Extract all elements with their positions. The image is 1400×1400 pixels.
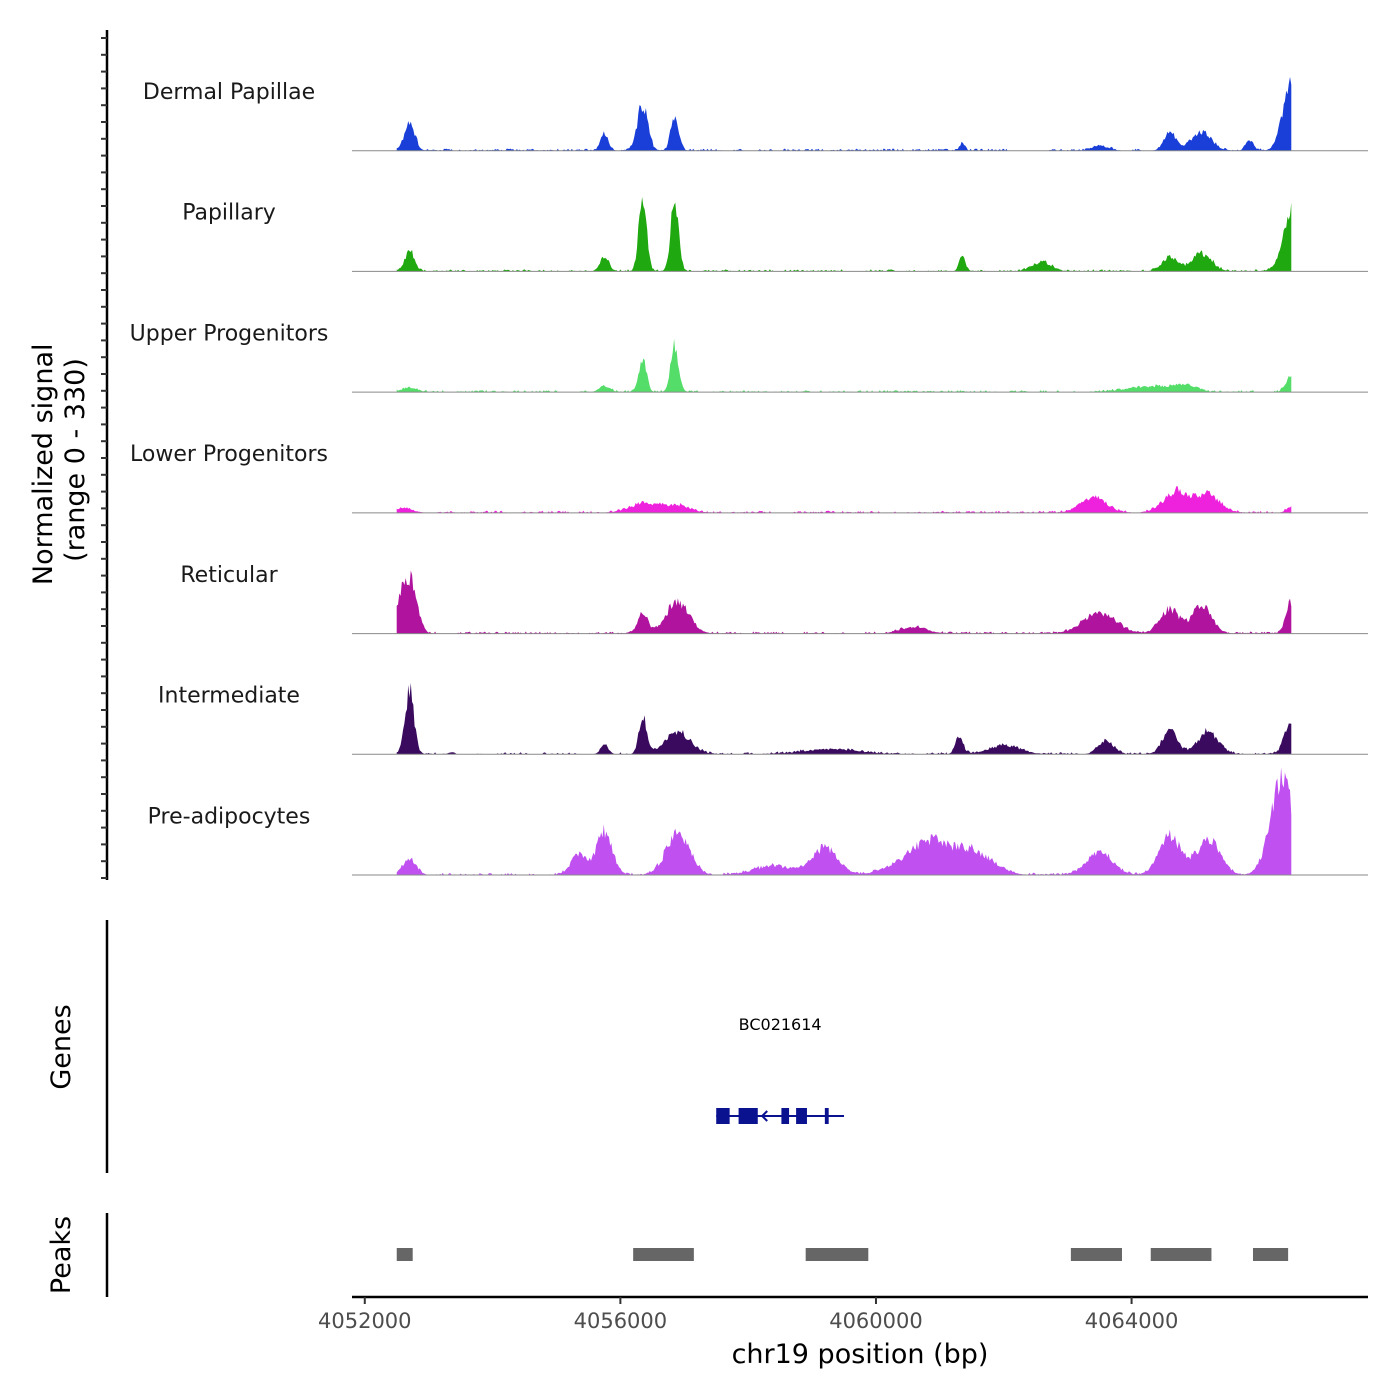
track-label: Intermediate	[158, 684, 300, 709]
coverage-area	[396, 682, 1292, 755]
coverage-area	[396, 570, 1292, 634]
track-label: Reticular	[180, 563, 278, 588]
peaks-panel	[396, 1248, 1289, 1261]
x-tick-label: 4056000	[574, 1309, 668, 1333]
track-label: Lower Progenitors	[130, 442, 328, 467]
gene-exon	[796, 1108, 807, 1124]
peak-region	[1252, 1248, 1289, 1261]
coverage-area	[396, 338, 1292, 393]
peak-region	[633, 1248, 694, 1261]
coverage-track: Upper Progenitors	[130, 321, 1368, 393]
gene-exon	[781, 1108, 790, 1124]
coverage-y-axis-title-line2: (range 0 - 330)	[60, 358, 91, 562]
peak-region	[1150, 1248, 1212, 1261]
coverage-track: Lower Progenitors	[130, 442, 1368, 514]
x-tick-label: 4052000	[318, 1309, 412, 1333]
peak-region	[805, 1248, 869, 1261]
gene-exon	[824, 1108, 829, 1124]
coverage-track: Reticular	[180, 563, 1368, 635]
coverage-area	[396, 197, 1292, 272]
coverage-area	[396, 486, 1292, 513]
coverage-track: Dermal Papillae	[143, 76, 1368, 152]
gene-exon	[716, 1108, 730, 1124]
track-label: Dermal Papillae	[143, 80, 315, 105]
x-axis-title: chr19 position (bp)	[732, 1339, 989, 1370]
peak-region	[1070, 1248, 1122, 1261]
genes-y-axis-title: Genes	[46, 1004, 77, 1089]
coverage-y-axis-title-line1: Normalized signal	[28, 344, 59, 586]
coverage-panel: Dermal Papillae Papillary Upper Progenitor…	[130, 76, 1368, 876]
coverage-y-axis-title: Normalized signal (range 0 - 330)	[28, 335, 91, 585]
coverage-track: Papillary	[182, 197, 1368, 272]
coverage-track: Pre-adipocytes	[148, 767, 1368, 876]
gene-name-label: BC021614	[739, 1015, 822, 1034]
coverage-track: Intermediate	[158, 682, 1368, 755]
peaks-y-axis-title: Peaks	[46, 1216, 77, 1294]
strand-arrow	[760, 1110, 768, 1122]
gene-exon	[738, 1108, 758, 1124]
track-label: Papillary	[182, 201, 276, 226]
coverage-y-axis	[101, 30, 109, 880]
x-tick-label: 4060000	[829, 1309, 923, 1333]
gene-model: BC021614	[716, 1015, 845, 1124]
track-label: Pre-adipocytes	[148, 804, 311, 829]
track-label: Upper Progenitors	[130, 321, 329, 346]
coverage-area	[396, 76, 1292, 151]
peak-region	[396, 1248, 413, 1261]
coverage-area	[396, 767, 1292, 875]
x-axis: 4052000 4056000 4060000 4064000	[318, 1295, 1368, 1333]
x-tick-label: 4064000	[1085, 1309, 1179, 1333]
genes-panel: BC021614	[716, 1015, 845, 1124]
